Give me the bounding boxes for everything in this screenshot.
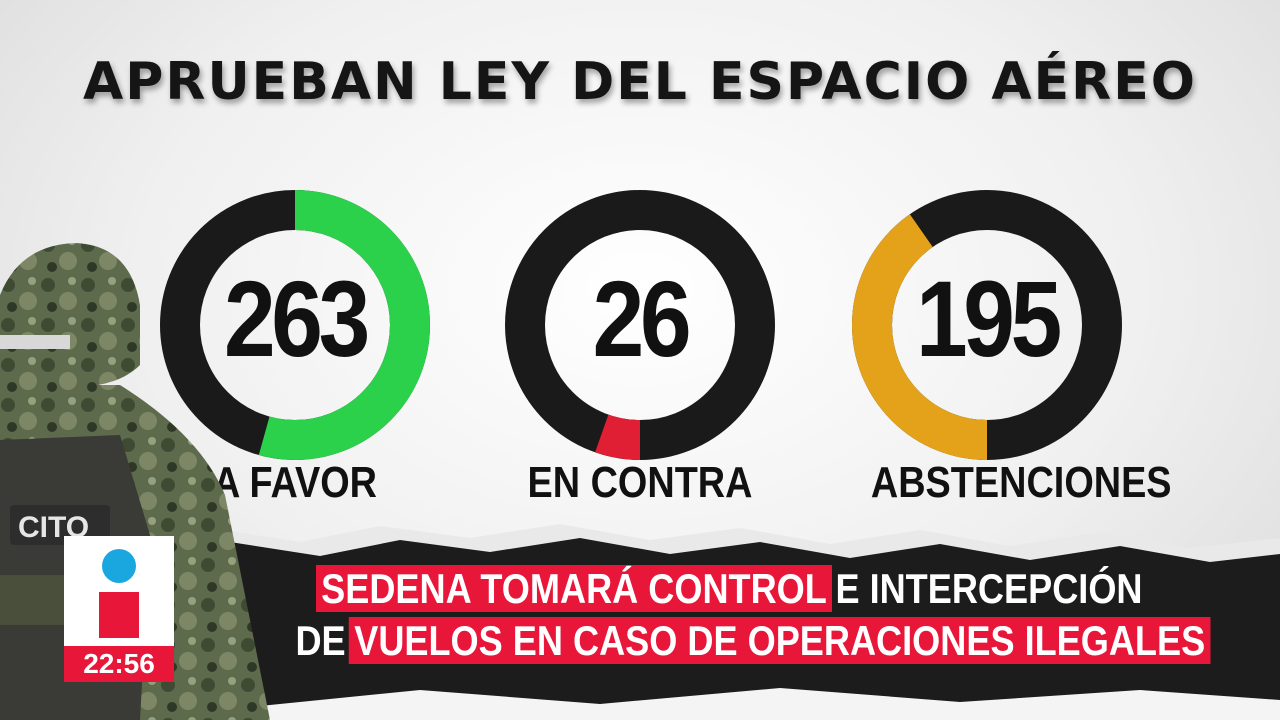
abst-label: ABSTENCIONES: [870, 458, 1172, 507]
contra-label: EN CONTRA: [527, 458, 753, 507]
contra-count: 26: [592, 258, 692, 379]
headline-highlight-2: VUELOS EN CASO DE OPERACIONES ILEGALES: [349, 617, 1211, 664]
donut-contra: 26: [505, 190, 775, 460]
donut-favor-arc: [160, 190, 430, 460]
imagen-logo-icon: [99, 549, 139, 638]
clock: 22:56: [64, 646, 174, 682]
headline-text-1: E INTERCEPCIÓN: [835, 565, 1143, 612]
abst-count: 195: [915, 258, 1062, 379]
headline-highlight-1: SEDENA TOMARÁ CONTROL: [316, 565, 832, 612]
headline-line-2: DE VUELOS EN CASO DE OPERACIONES ILEGALES: [292, 615, 1211, 667]
donut-favor-ring: [160, 190, 430, 460]
page-title: APRUEBAN LEY DEL ESPACIO AÉREO: [83, 52, 1197, 112]
donut-contra-ring: [505, 190, 775, 460]
favor-label: A FAVOR: [213, 458, 377, 507]
donut-favor: 263: [160, 190, 430, 460]
favor-count: 263: [223, 258, 370, 379]
donut-contra-arc: [505, 190, 775, 460]
donut-abst-arc: [852, 190, 1122, 460]
donut-abst-ring: [852, 190, 1122, 460]
headline-text-2: DE: [295, 617, 346, 664]
donut-abst: 195: [852, 190, 1122, 460]
headline-line-1: SEDENA TOMARÁ CONTROL E INTERCEPCIÓN: [316, 563, 1146, 615]
